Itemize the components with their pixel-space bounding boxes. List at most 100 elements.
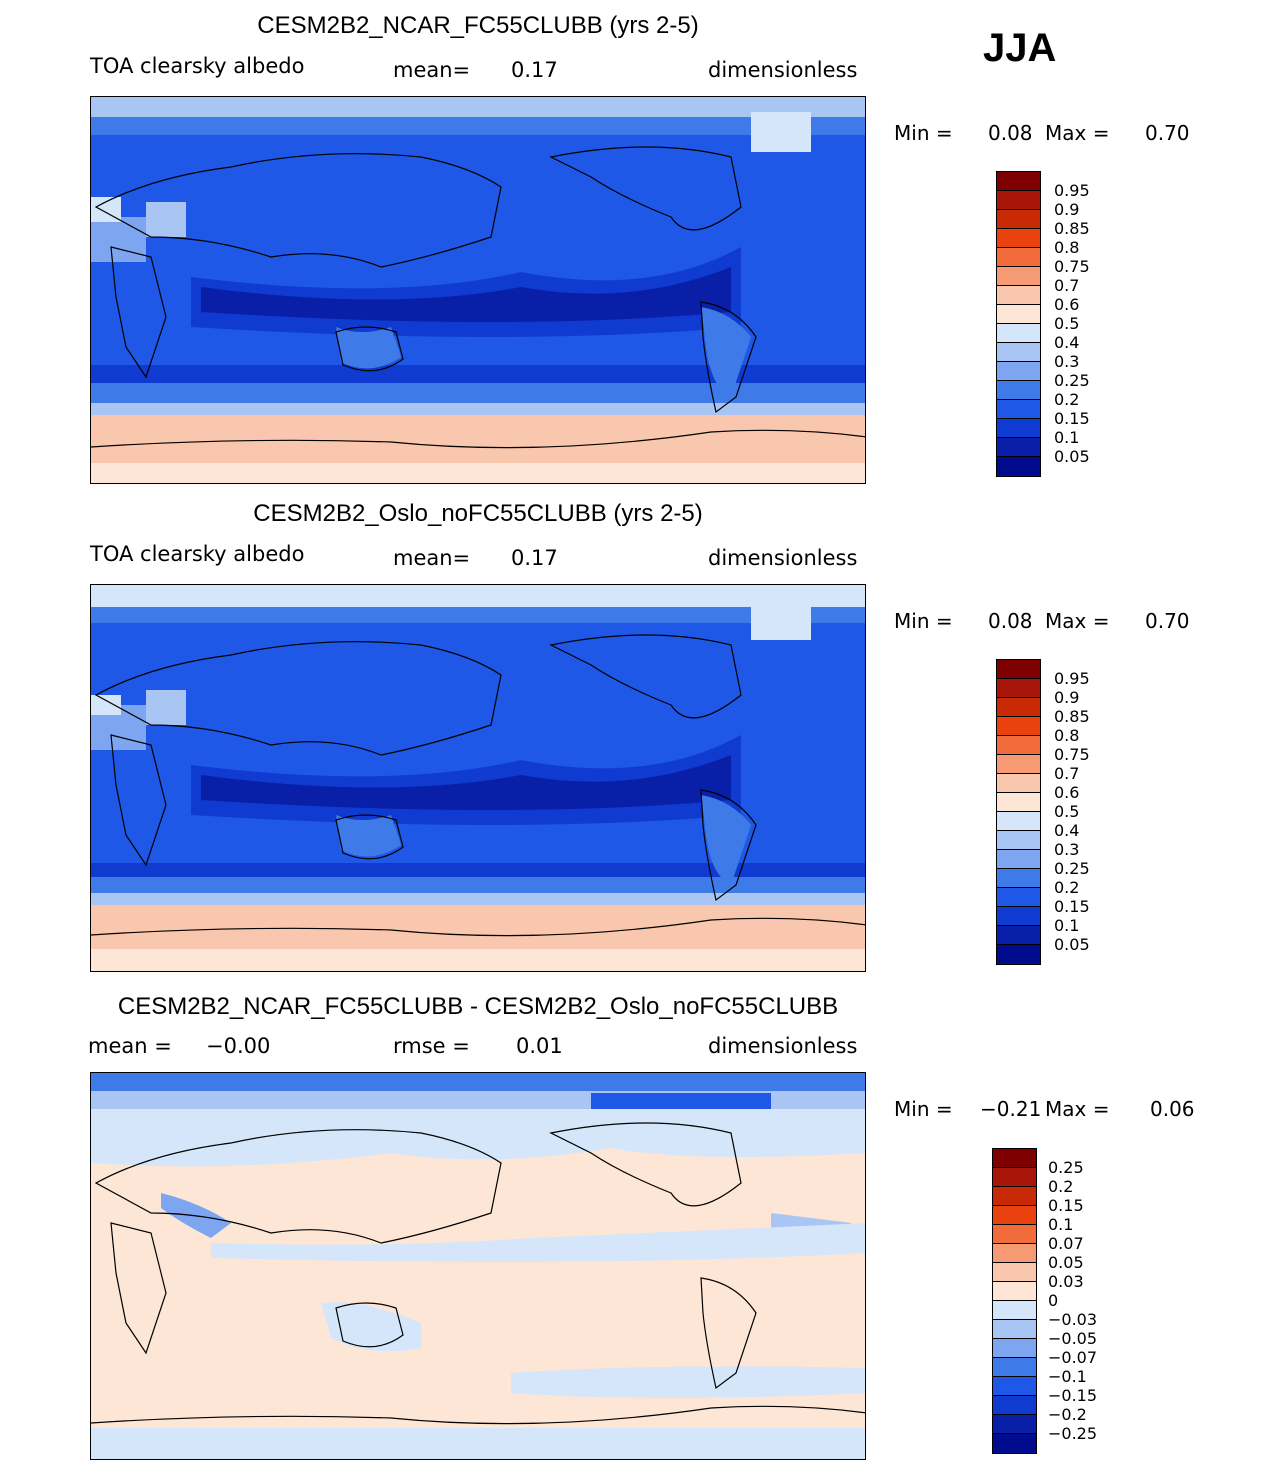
colorbar-swatch — [997, 660, 1040, 679]
colorbar-swatch — [997, 286, 1040, 305]
colorbar-tick-label: 0.25 — [1054, 859, 1090, 878]
season-label: JJA — [983, 26, 1057, 70]
colorbar-tick-label: 0.5 — [1054, 314, 1080, 333]
colorbar-tick-label: 0.85 — [1054, 707, 1090, 726]
colorbar-swatch — [997, 926, 1040, 945]
colorbar-swatch — [997, 267, 1040, 286]
colorbar-tick-label: 0.2 — [1048, 1177, 1074, 1196]
colorbar-tick-label: 0.75 — [1054, 257, 1090, 276]
panel3-mean-label: mean = — [88, 1034, 172, 1058]
colorbar-swatch — [993, 1168, 1036, 1187]
panel2-map — [90, 584, 866, 972]
colorbar-tick-label: 0.85 — [1054, 219, 1090, 238]
panel1-min-value: 0.08 — [988, 121, 1033, 145]
colorbar-tick-label: 0.2 — [1054, 390, 1080, 409]
panel1-min-label: Min = — [894, 121, 953, 145]
panel3-rmse-value: 0.01 — [516, 1034, 563, 1058]
panel1-variable: TOA clearsky albedo — [90, 54, 305, 78]
colorbar-swatch — [993, 1415, 1036, 1434]
colorbar-swatch — [997, 793, 1040, 812]
panel3-min-value: −0.21 — [980, 1097, 1042, 1121]
colorbar-tick-label: 0.7 — [1054, 764, 1080, 783]
colorbar-swatch — [997, 945, 1040, 964]
panel2-title: CESM2B2_Oslo_noFC55CLUBB (yrs 2-5) — [253, 500, 703, 527]
colorbar-tick-label: 0.1 — [1054, 428, 1080, 447]
colorbar-tick-label: 0.8 — [1054, 238, 1080, 257]
colorbar-tick-label: −0.03 — [1048, 1310, 1098, 1329]
colorbar-swatch — [997, 907, 1040, 926]
colorbar-tick-label: −0.05 — [1048, 1329, 1098, 1348]
colorbar-swatch — [993, 1301, 1036, 1320]
colorbar-tick-label: −0.15 — [1048, 1386, 1098, 1405]
colorbar-tick-label: 0.05 — [1054, 935, 1090, 954]
colorbar-swatch — [997, 419, 1040, 438]
colorbar-swatch — [997, 831, 1040, 850]
colorbar-tick-label: 0.15 — [1054, 897, 1090, 916]
panel2-max-label: Max = — [1045, 609, 1110, 633]
colorbar-tick-label: 0.2 — [1054, 878, 1080, 897]
colorbar-swatch — [993, 1396, 1036, 1415]
colorbar-tick-label: 0.15 — [1054, 409, 1090, 428]
colorbar-swatch — [997, 210, 1040, 229]
colorbar-tick-label: 0.3 — [1054, 352, 1080, 371]
colorbar-swatch — [997, 679, 1040, 698]
colorbar-tick-label: 0 — [1048, 1291, 1059, 1310]
colorbar-tick-label: −0.25 — [1048, 1424, 1098, 1443]
colorbar-tick-label: −0.07 — [1048, 1348, 1098, 1367]
colorbar-swatch — [993, 1225, 1036, 1244]
colorbar-swatch — [997, 324, 1040, 343]
colorbar-swatch — [997, 343, 1040, 362]
colorbar-swatch — [997, 400, 1040, 419]
colorbar-tick-label: 0.95 — [1054, 669, 1090, 688]
colorbar-tick-label: 0.8 — [1054, 726, 1080, 745]
panel1-colorbar — [996, 171, 1041, 477]
colorbar-tick-label: 0.9 — [1054, 200, 1080, 219]
panel1-mean-value: 0.17 — [511, 58, 558, 82]
colorbar-swatch — [993, 1339, 1036, 1358]
panel2-min-label: Min = — [894, 609, 953, 633]
colorbar-swatch — [997, 717, 1040, 736]
colorbar-swatch — [997, 850, 1040, 869]
colorbar-tick-label: 0.15 — [1048, 1196, 1084, 1215]
panel2-units: dimensionless — [708, 546, 858, 570]
panel1-mean-label: mean= — [393, 58, 471, 82]
colorbar-tick-label: 0.07 — [1048, 1234, 1084, 1253]
colorbar-swatch — [993, 1187, 1036, 1206]
colorbar-swatch — [993, 1244, 1036, 1263]
colorbar-swatch — [993, 1263, 1036, 1282]
colorbar-tick-label: 0.25 — [1048, 1158, 1084, 1177]
colorbar-swatch — [997, 457, 1040, 476]
colorbar-swatch — [997, 755, 1040, 774]
colorbar-tick-label: 0.7 — [1054, 276, 1080, 295]
colorbar-swatch — [993, 1282, 1036, 1301]
colorbar-tick-label: 0.75 — [1054, 745, 1090, 764]
colorbar-swatch — [997, 869, 1040, 888]
colorbar-swatch — [997, 305, 1040, 324]
colorbar-swatch — [993, 1377, 1036, 1396]
panel3-map — [90, 1072, 866, 1460]
panel2-max-value: 0.70 — [1145, 609, 1190, 633]
panel3-max-value: 0.06 — [1150, 1097, 1195, 1121]
colorbar-tick-label: 0.25 — [1054, 371, 1090, 390]
colorbar-swatch — [997, 191, 1040, 210]
panel3-title: CESM2B2_NCAR_FC55CLUBB - CESM2B2_Oslo_no… — [117, 993, 839, 1020]
colorbar-tick-label: 0.5 — [1054, 802, 1080, 821]
panel2-min-value: 0.08 — [988, 609, 1033, 633]
colorbar-tick-label: −0.2 — [1048, 1405, 1087, 1424]
panel3-min-label: Min = — [894, 1097, 953, 1121]
colorbar-swatch — [993, 1434, 1036, 1453]
colorbar-tick-label: 0.05 — [1054, 447, 1090, 466]
colorbar-swatch — [997, 888, 1040, 907]
panel3-mean-value: −0.00 — [206, 1034, 271, 1058]
colorbar-tick-label: 0.05 — [1048, 1253, 1084, 1272]
colorbar-tick-label: −0.1 — [1048, 1367, 1087, 1386]
panel1-map — [90, 96, 866, 484]
panel3-max-label: Max = — [1045, 1097, 1110, 1121]
panel2-variable: TOA clearsky albedo — [90, 542, 305, 566]
panel3-colorbar — [992, 1148, 1037, 1454]
panel1-max-value: 0.70 — [1145, 121, 1190, 145]
colorbar-swatch — [997, 229, 1040, 248]
panel2-colorbar — [996, 659, 1041, 965]
colorbar-swatch — [993, 1206, 1036, 1225]
colorbar-swatch — [997, 698, 1040, 717]
